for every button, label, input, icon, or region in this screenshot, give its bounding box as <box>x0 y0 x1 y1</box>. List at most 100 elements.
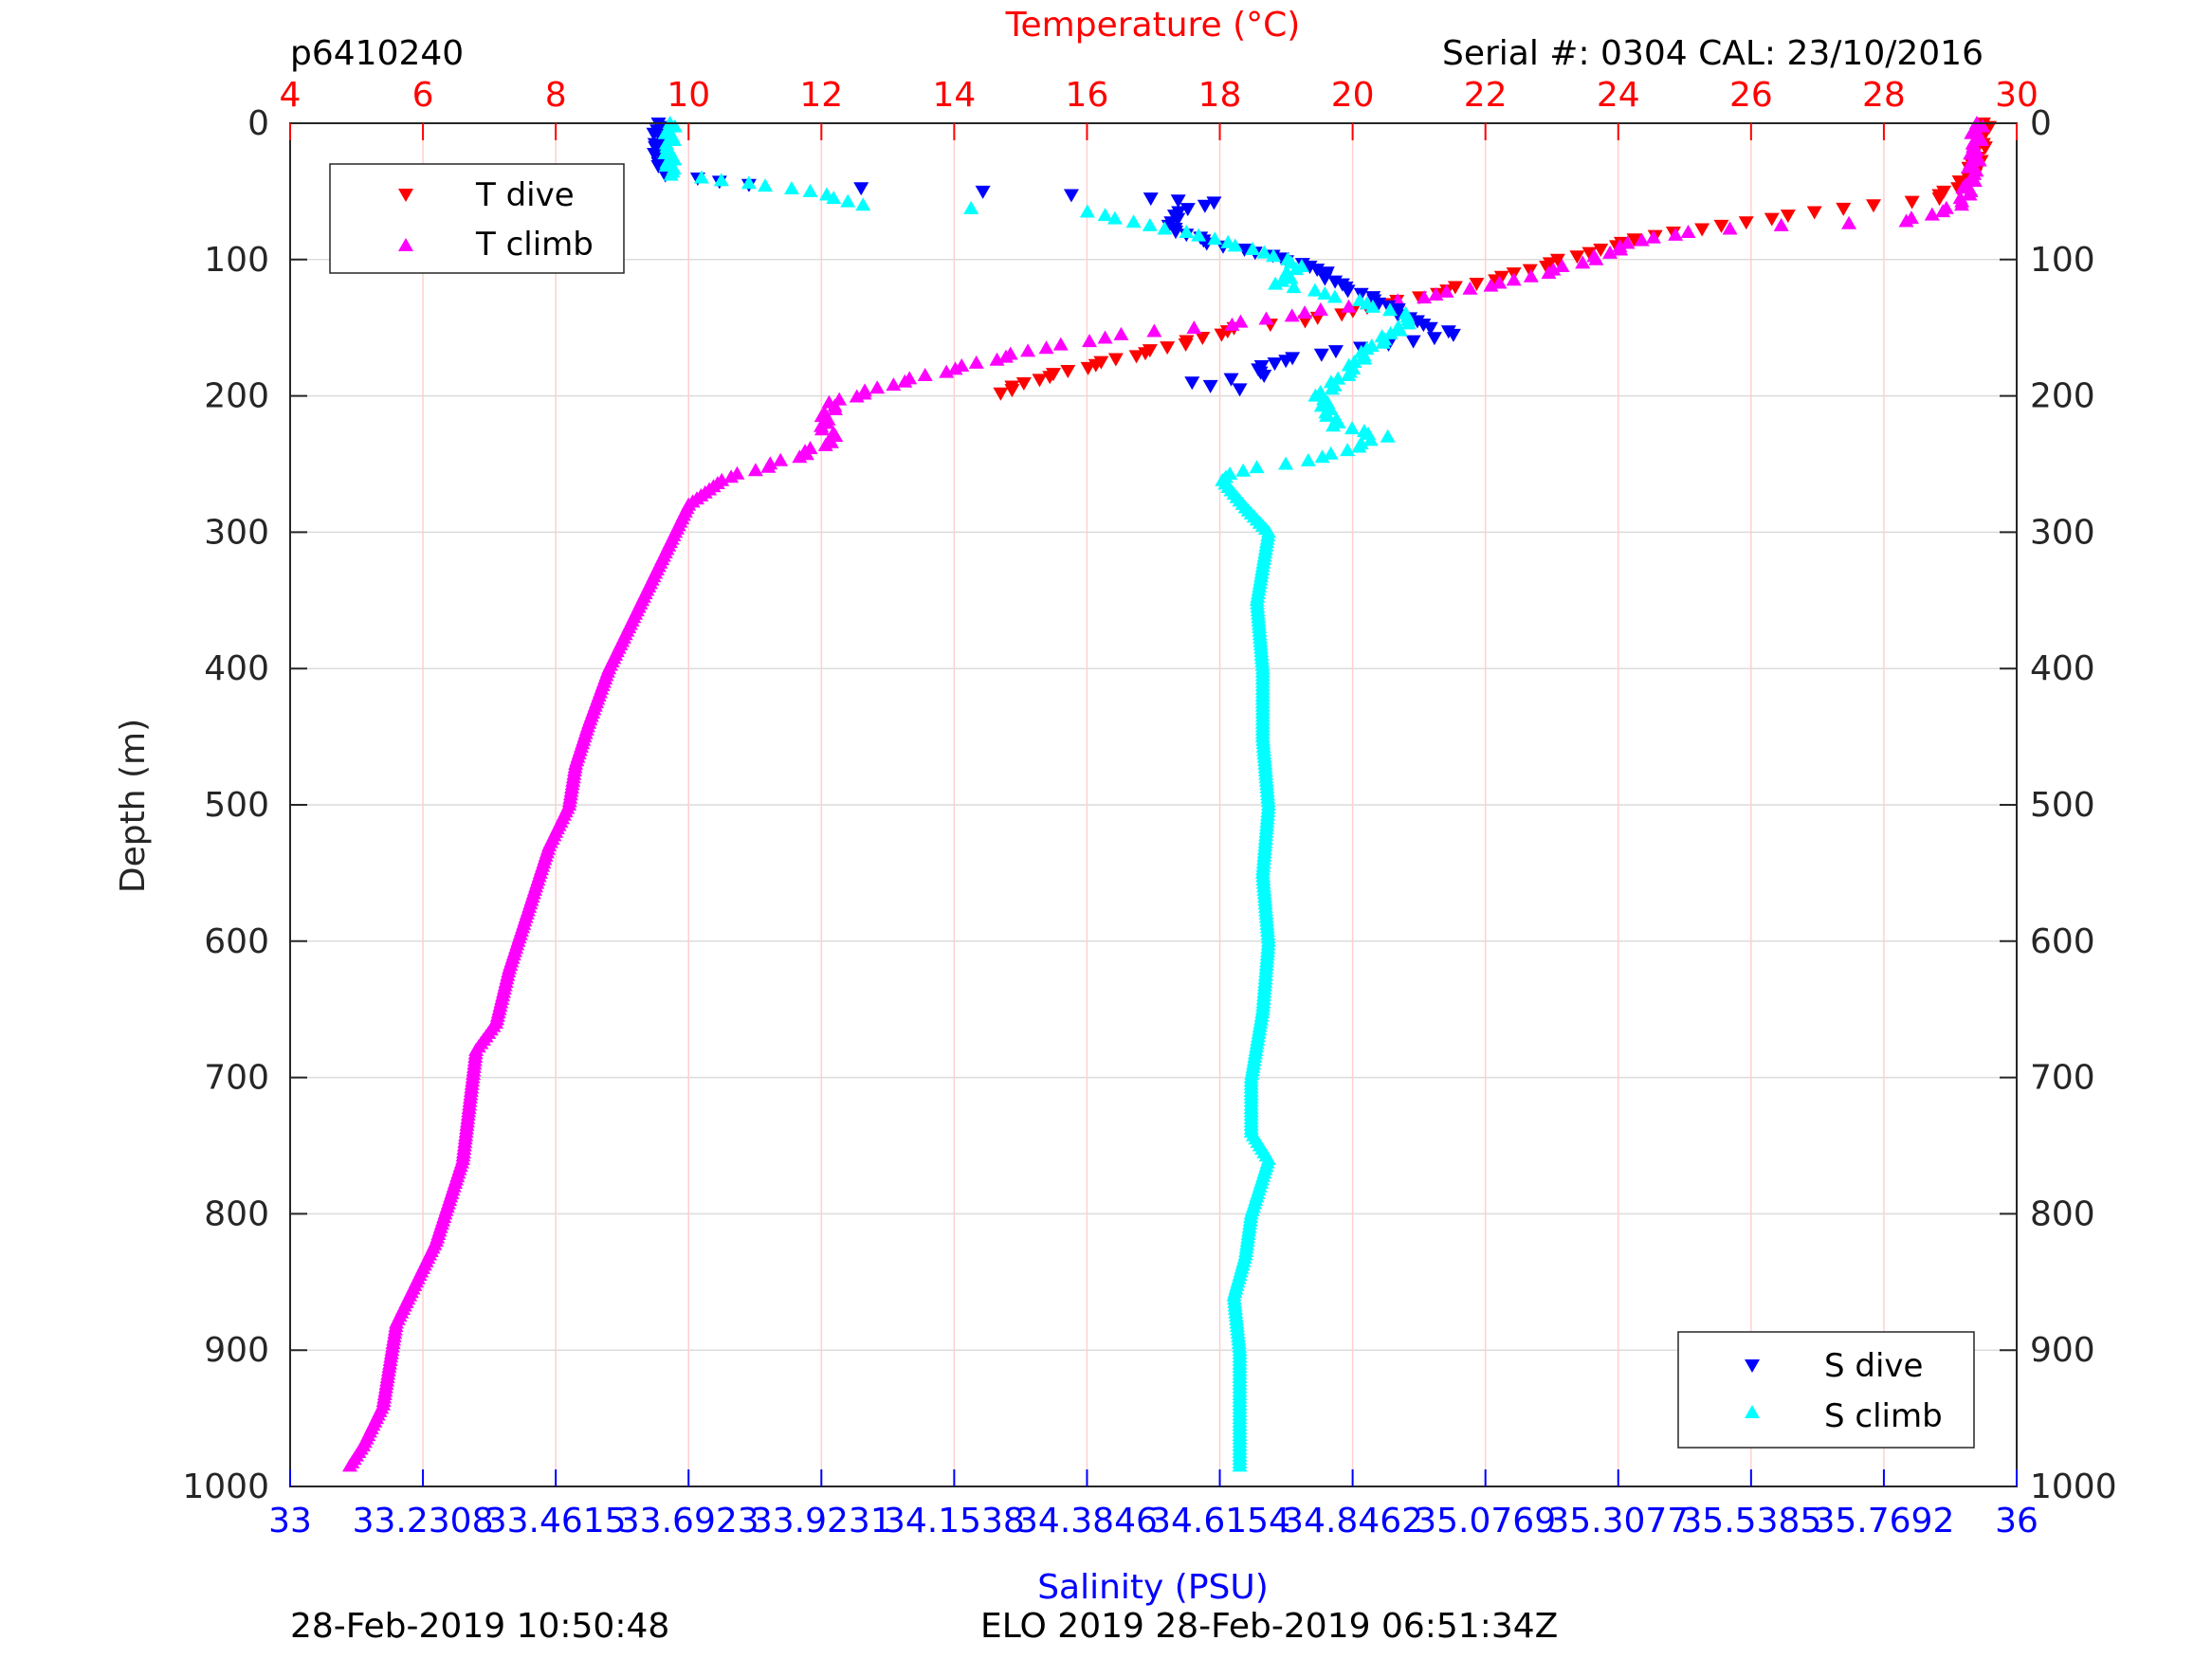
data-point-s-dive <box>1184 376 1200 391</box>
salinity-tick-label: 33.9231 <box>751 1502 892 1540</box>
data-point-t-dive <box>1004 384 1020 398</box>
data-point-s-climb <box>1317 286 1333 301</box>
data-point-s-climb <box>1179 225 1195 239</box>
data-point-s-dive <box>1426 332 1442 346</box>
depth-tick-label-left: 200 <box>204 377 269 416</box>
data-point-s-dive <box>1223 373 1239 387</box>
data-point-t-climb <box>1602 245 1618 259</box>
depth-tick-label-right: 300 <box>2030 513 2095 552</box>
data-point-s-dive <box>1340 284 1356 299</box>
data-point-s-climb <box>1382 302 1398 317</box>
data-point-t-dive <box>1713 219 1729 233</box>
data-point-s-dive <box>1313 348 1329 362</box>
data-point-t-climb <box>1491 275 1508 289</box>
data-point-t-climb <box>947 361 963 375</box>
legend-t-dive-marker <box>398 189 413 202</box>
data-point-s-climb <box>693 170 709 184</box>
data-point-t-climb <box>1962 187 1978 201</box>
depth-tick-label-right: 900 <box>2030 1331 2095 1370</box>
salinity-tick-label: 33.6923 <box>618 1502 759 1540</box>
temperature-tick-label: 28 <box>1862 76 1906 115</box>
depth-tick-label-left: 400 <box>204 649 269 688</box>
data-point-t-dive <box>1904 195 1920 210</box>
data-point-t-climb <box>869 380 886 394</box>
depth-tick-label-left: 900 <box>204 1331 269 1370</box>
temperature-tick-label: 14 <box>932 76 976 115</box>
depth-tick-label-right: 500 <box>2030 786 2095 825</box>
data-point-t-climb <box>1898 213 1914 228</box>
legend-temperature-box <box>329 163 625 274</box>
legend-t-climb-label: T climb <box>475 226 594 264</box>
data-point-t-climb <box>1924 207 1940 221</box>
data-point-t-dive <box>1032 374 1048 388</box>
data-point-t-climb <box>1417 290 1433 304</box>
temperature-tick-label: 16 <box>1066 76 1109 115</box>
data-point-t-climb <box>342 1458 358 1472</box>
data-point-s-climb <box>1235 463 1252 477</box>
data-point-t-climb <box>1284 308 1300 322</box>
data-point-s-climb <box>1300 452 1316 466</box>
data-point-s-climb <box>1324 381 1340 395</box>
data-point-s-climb <box>1392 322 1408 337</box>
data-point-t-climb <box>1020 343 1036 357</box>
data-point-t-climb <box>1113 326 1129 340</box>
data-point-s-climb <box>1382 325 1398 339</box>
data-point-s-dive <box>646 127 662 141</box>
data-point-t-dive <box>1569 250 1585 264</box>
data-point-s-dive <box>1409 315 1425 329</box>
data-point-t-dive <box>1178 337 1194 352</box>
data-point-s-dive <box>1405 335 1421 349</box>
data-point-s-climb <box>1256 245 1272 259</box>
data-point-t-dive <box>1626 233 1642 247</box>
data-point-s-climb <box>1364 299 1380 313</box>
data-point-s-climb <box>783 181 799 195</box>
legend-s-dive-label: S dive <box>1824 1347 1923 1385</box>
legend-s-climb-marker <box>1745 1405 1760 1418</box>
series-s-dive <box>646 118 1461 397</box>
depth-tick-label-right: 600 <box>2030 922 2095 961</box>
data-point-t-climb <box>886 377 902 392</box>
data-point-t-dive <box>1447 281 1463 295</box>
data-point-s-dive <box>1170 212 1186 227</box>
depth-tick-label-left: 800 <box>204 1194 269 1233</box>
data-point-s-climb <box>1283 270 1299 284</box>
depth-tick-label-right: 700 <box>2030 1059 2095 1098</box>
data-point-t-climb <box>1258 311 1274 325</box>
data-point-t-climb <box>1722 221 1738 235</box>
data-point-s-dive <box>1143 192 1159 207</box>
data-point-t-climb <box>723 469 740 483</box>
data-point-t-dive <box>1931 192 1947 207</box>
data-point-t-dive <box>1522 264 1538 278</box>
salinity-tick-label: 34.3846 <box>1016 1502 1158 1540</box>
data-point-t-climb <box>1462 281 1478 295</box>
data-point-s-climb <box>1380 428 1396 443</box>
data-point-s-climb <box>666 132 682 146</box>
salinity-tick-label: 35.0769 <box>1415 1502 1556 1540</box>
data-point-t-climb <box>1588 251 1604 265</box>
data-point-s-climb <box>663 167 679 181</box>
data-point-s-climb <box>1268 276 1284 290</box>
data-point-s-climb <box>713 173 729 187</box>
data-point-s-dive <box>1232 383 1248 397</box>
salinity-tick-label: 33 <box>268 1502 312 1540</box>
data-point-t-climb <box>917 368 933 382</box>
data-point-t-climb <box>792 449 808 464</box>
data-point-t-climb <box>1668 227 1684 241</box>
data-point-t-climb <box>1964 125 1980 139</box>
data-point-s-climb <box>740 175 757 190</box>
salinity-tick-label: 35.3077 <box>1547 1502 1689 1540</box>
data-point-s-dive <box>1353 287 1369 301</box>
data-point-t-dive <box>1107 353 1124 367</box>
data-point-t-dive <box>1806 206 1822 220</box>
salinity-tick-label: 33.2308 <box>353 1502 494 1540</box>
data-point-t-climb <box>989 352 1005 366</box>
depth-tick-label-left: 0 <box>247 104 269 143</box>
serial-cal-label: Serial #: 0304 CAL: 23/10/2016 <box>1442 34 1983 73</box>
bottom-axis-label: Salinity (PSU) <box>1037 1568 1269 1607</box>
data-point-s-climb <box>1266 248 1282 263</box>
data-point-t-dive <box>1469 277 1485 291</box>
data-point-s-climb <box>963 200 979 214</box>
data-point-s-climb <box>1351 439 1367 453</box>
data-point-t-climb <box>1773 217 1789 231</box>
data-point-t-dive <box>1493 270 1509 284</box>
